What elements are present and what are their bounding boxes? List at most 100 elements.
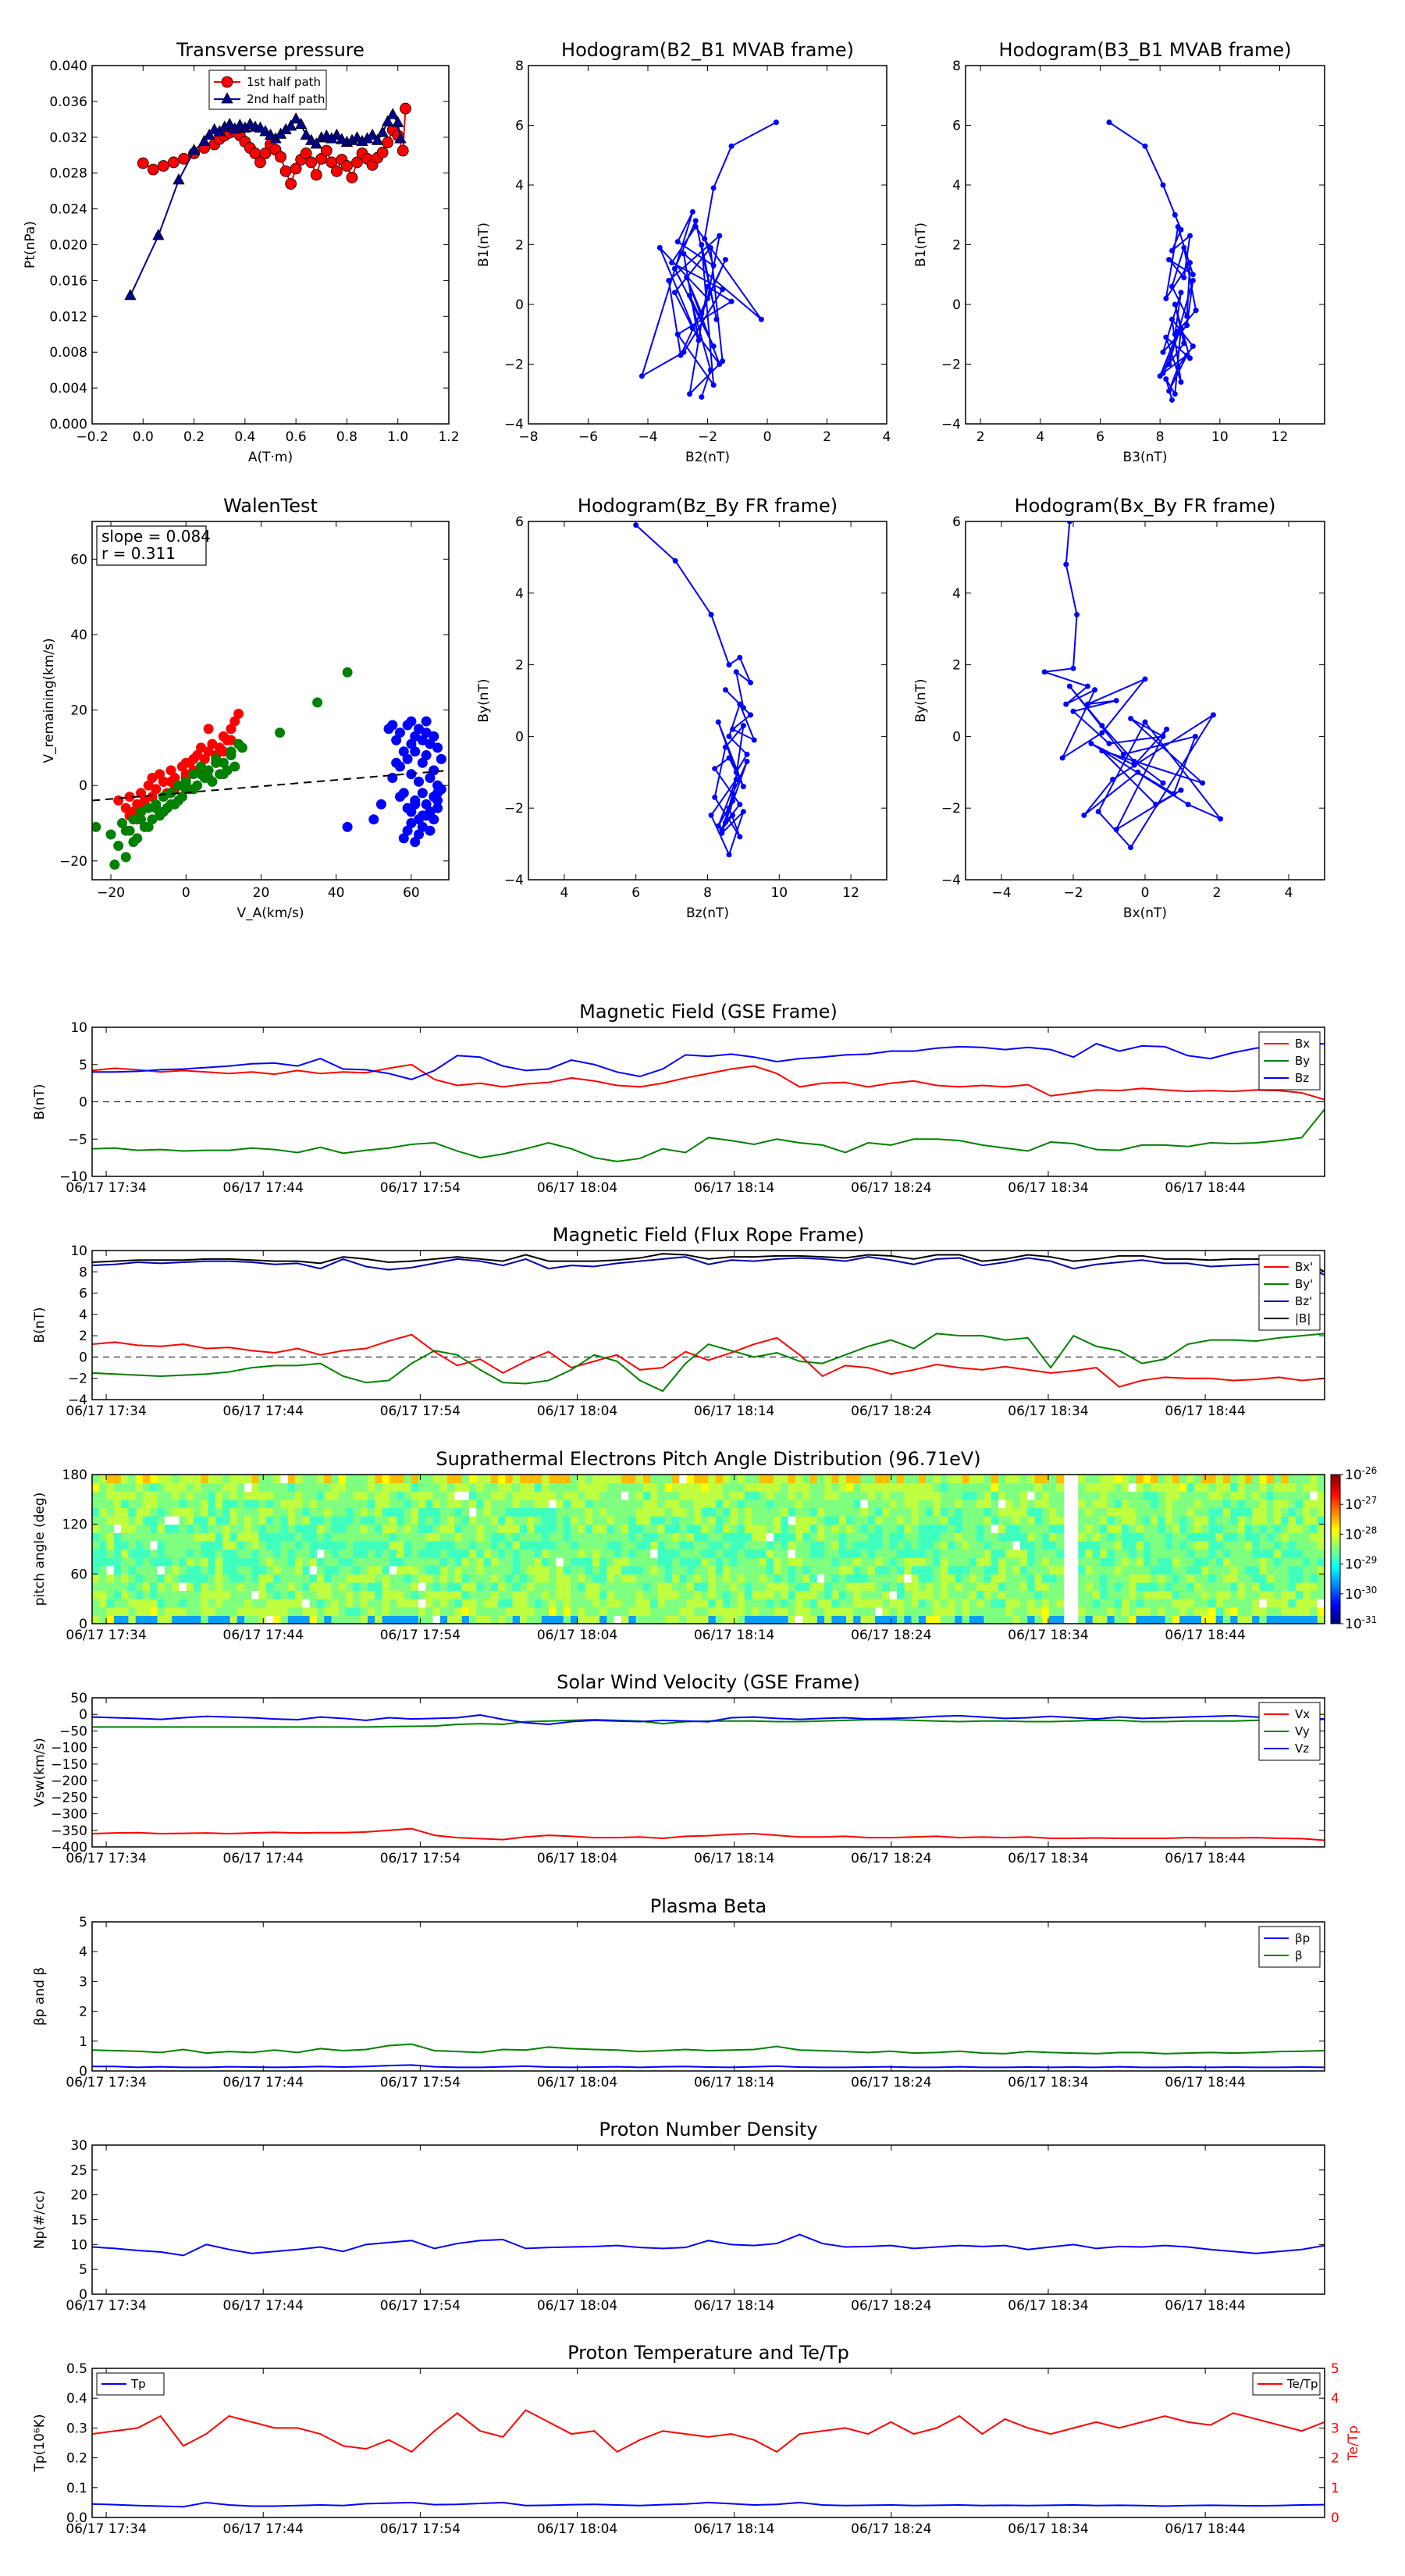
- heatmap-cell: [498, 1565, 507, 1574]
- heatmap-cell: [1193, 1475, 1202, 1484]
- heatmap-cell: [490, 1491, 499, 1500]
- heatmap-cell: [208, 1516, 216, 1525]
- data-point: [305, 156, 318, 169]
- y-tick-label: −2: [504, 358, 524, 373]
- data-point: [1169, 283, 1175, 290]
- scatter-point: [432, 742, 443, 753]
- heatmap-cell: [505, 1582, 514, 1592]
- heatmap-cell: [1165, 1491, 1173, 1500]
- heatmap-cell: [309, 1582, 318, 1592]
- heatmap-cell: [150, 1606, 158, 1616]
- heatmap-cell: [287, 1482, 296, 1492]
- heatmap-cell: [766, 1491, 774, 1500]
- heatmap-cell: [926, 1524, 934, 1533]
- heatmap-cell: [940, 1507, 948, 1517]
- heatmap-cell: [650, 1540, 659, 1550]
- heatmap-cell: [788, 1549, 796, 1558]
- heatmap-cell: [505, 1516, 514, 1525]
- heatmap-cell: [621, 1590, 629, 1599]
- heatmap-cell: [99, 1524, 108, 1533]
- heatmap-cell: [324, 1507, 333, 1517]
- data-point: [710, 382, 717, 388]
- heatmap-cell: [1222, 1582, 1231, 1592]
- heatmap-cell: [324, 1549, 333, 1558]
- x-tick-label: 06/17 18:14: [694, 1851, 774, 1866]
- heatmap-cell: [1295, 1574, 1304, 1583]
- heatmap-cell: [121, 1590, 130, 1599]
- heatmap-cell: [498, 1599, 507, 1608]
- heatmap-cell: [556, 1532, 564, 1542]
- heatmap-cell: [838, 1574, 847, 1583]
- heatmap-cell: [404, 1540, 412, 1550]
- heatmap-cell: [483, 1557, 492, 1567]
- heatmap-cell: [375, 1540, 383, 1550]
- heatmap-cell: [244, 1599, 252, 1608]
- heatmap-cell: [976, 1557, 985, 1567]
- heatmap-cell: [1005, 1582, 1014, 1592]
- heatmap-cell: [454, 1524, 463, 1533]
- heatmap-cell: [113, 1582, 122, 1592]
- data-point: [1181, 275, 1187, 281]
- heatmap-cell: [1237, 1524, 1246, 1533]
- heatmap-cell: [309, 1606, 318, 1616]
- heatmap-cell: [201, 1482, 209, 1492]
- heatmap-cell: [1129, 1507, 1137, 1517]
- heatmap-cell: [505, 1540, 514, 1550]
- heatmap-cell: [1085, 1516, 1094, 1525]
- heatmap-cell: [360, 1524, 368, 1533]
- y-tick-label: 0: [952, 297, 961, 313]
- heatmap-cell: [1114, 1606, 1122, 1616]
- heatmap-cell: [1049, 1574, 1057, 1583]
- heatmap-cell: [439, 1516, 448, 1525]
- heatmap-cell: [896, 1540, 905, 1550]
- heatmap-cell: [845, 1524, 854, 1533]
- heatmap-cell: [592, 1557, 600, 1567]
- heatmap-cell: [991, 1499, 999, 1509]
- heatmap-cell: [708, 1590, 717, 1599]
- data-point: [1163, 295, 1169, 301]
- heatmap-cell: [962, 1549, 970, 1558]
- heatmap-cell: [1143, 1507, 1151, 1517]
- heatmap-cell: [113, 1565, 122, 1574]
- data-point: [722, 820, 728, 826]
- heatmap-cell: [904, 1565, 912, 1574]
- heatmap-cell: [179, 1482, 187, 1492]
- heatmap-cell: [686, 1599, 695, 1608]
- legend-label: Vy: [1295, 1724, 1310, 1738]
- heatmap-cell: [693, 1606, 702, 1616]
- heatmap-cell: [867, 1507, 876, 1517]
- heatmap-cell: [984, 1615, 992, 1624]
- heatmap-cell: [867, 1582, 876, 1592]
- heatmap-cell: [940, 1482, 948, 1492]
- heatmap-cell: [1244, 1516, 1253, 1525]
- heatmap-cell: [926, 1582, 934, 1592]
- legend-label: By': [1295, 1277, 1313, 1291]
- heatmap-cell: [867, 1565, 876, 1574]
- y-tick-label: −2: [68, 1372, 87, 1387]
- heatmap-cell: [926, 1606, 934, 1616]
- heatmap-cell: [237, 1499, 245, 1509]
- heatmap-cell: [642, 1565, 651, 1574]
- heatmap-cell: [708, 1549, 717, 1558]
- heatmap-cell: [730, 1549, 738, 1558]
- heatmap-cell: [955, 1557, 963, 1567]
- heatmap-cell: [998, 1590, 1006, 1599]
- heatmap-cell: [194, 1574, 201, 1583]
- scatter-point: [218, 746, 229, 757]
- heatmap-cell: [948, 1557, 955, 1567]
- heatmap-cell: [404, 1606, 412, 1616]
- heatmap-cell: [1193, 1574, 1202, 1583]
- heatmap-cell: [201, 1606, 209, 1616]
- heatmap-cell: [1281, 1599, 1289, 1608]
- heatmap-cell: [1259, 1482, 1268, 1492]
- heatmap-cell: [251, 1549, 260, 1558]
- heatmap-cell: [1244, 1615, 1253, 1624]
- heatmap-cell: [1179, 1574, 1188, 1583]
- heatmap-cell: [106, 1582, 115, 1592]
- heatmap-cell: [1019, 1475, 1028, 1484]
- heatmap-cell: [628, 1606, 637, 1616]
- data-point: [1190, 277, 1196, 283]
- heatmap-cell: [556, 1524, 564, 1533]
- heatmap-cell: [237, 1491, 245, 1500]
- x-tick-label: 06/17 18:34: [1008, 2298, 1088, 2314]
